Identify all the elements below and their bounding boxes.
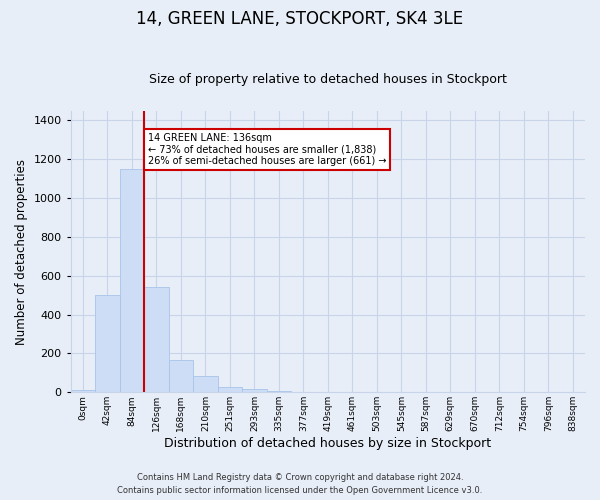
Bar [119,169,144,392]
Bar [218,387,242,392]
Bar [242,389,266,392]
Title: Size of property relative to detached houses in Stockport: Size of property relative to detached ho… [149,73,507,86]
Bar [193,376,218,392]
Bar [144,288,169,393]
Text: 14 GREEN LANE: 136sqm
← 73% of detached houses are smaller (1,838)
26% of semi-d: 14 GREEN LANE: 136sqm ← 73% of detached … [148,134,386,166]
Bar [169,360,193,392]
X-axis label: Distribution of detached houses by size in Stockport: Distribution of detached houses by size … [164,437,491,450]
Text: Contains HM Land Registry data © Crown copyright and database right 2024.
Contai: Contains HM Land Registry data © Crown c… [118,474,482,495]
Y-axis label: Number of detached properties: Number of detached properties [15,158,28,344]
Bar [71,390,95,392]
Bar [266,390,291,392]
Text: 14, GREEN LANE, STOCKPORT, SK4 3LE: 14, GREEN LANE, STOCKPORT, SK4 3LE [136,10,464,28]
Bar [95,295,119,392]
